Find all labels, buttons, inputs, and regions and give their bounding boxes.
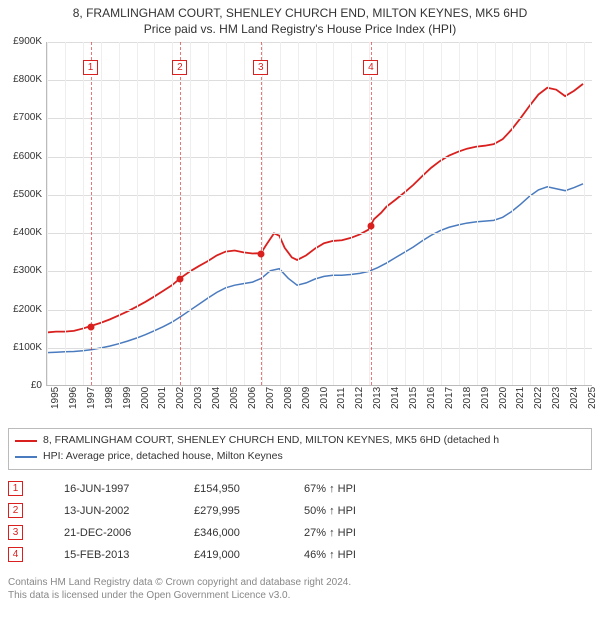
sale-marker-box: 2 <box>172 60 187 75</box>
x-axis-label: 2005 <box>229 387 240 409</box>
row-price: £279,995 <box>194 505 304 517</box>
sale-marker-dot <box>258 250 265 257</box>
sale-marker-line <box>91 42 92 385</box>
sale-marker-box: 1 <box>83 60 98 75</box>
x-axis-label: 1999 <box>122 387 133 409</box>
row-pct-vs-hpi: 50% ↑ HPI <box>304 505 424 517</box>
x-axis-label: 2014 <box>390 387 401 409</box>
table-row: 1 16-JUN-1997£154,95067% ↑ HPI <box>8 478 592 500</box>
x-axis-label: 2008 <box>283 387 294 409</box>
table-row: 3 21-DEC-2006£346,00027% ↑ HPI <box>8 522 592 544</box>
row-pct-vs-hpi: 27% ↑ HPI <box>304 527 424 539</box>
title-line-1: 8, FRAMLINGHAM COURT, SHENLEY CHURCH END… <box>8 6 592 20</box>
footer-line-1: Contains HM Land Registry data © Crown c… <box>8 576 592 590</box>
x-axis-label: 2002 <box>175 387 186 409</box>
row-date: 16-JUN-1997 <box>64 483 194 495</box>
footer-line-2: This data is licensed under the Open Gov… <box>8 589 592 603</box>
footer: Contains HM Land Registry data © Crown c… <box>8 576 592 603</box>
row-marker-box: 3 <box>8 525 23 540</box>
row-pct-vs-hpi: 46% ↑ HPI <box>304 549 424 561</box>
transactions-table: 1 16-JUN-1997£154,95067% ↑ HPI 2 13-JUN-200… <box>8 478 592 566</box>
x-axis-label: 1996 <box>68 387 79 409</box>
sale-marker-line <box>180 42 181 385</box>
row-marker-box: 2 <box>8 503 23 518</box>
y-axis-label: £900K <box>8 36 42 47</box>
legend-row: 8, FRAMLINGHAM COURT, SHENLEY CHURCH END… <box>15 433 585 449</box>
y-axis-label: £200K <box>8 304 42 315</box>
y-axis-label: £400K <box>8 227 42 238</box>
row-date: 21-DEC-2006 <box>64 527 194 539</box>
x-axis-label: 2006 <box>247 387 258 409</box>
plot-area: 1 2 3 4 <box>46 42 592 386</box>
chart-lines <box>47 42 592 385</box>
x-axis-label: 1997 <box>86 387 97 409</box>
x-axis-label: 2009 <box>301 387 312 409</box>
sale-marker-line <box>371 42 372 385</box>
sale-marker-box: 3 <box>253 60 268 75</box>
x-axis-label: 2024 <box>569 387 580 409</box>
x-axis-label: 2015 <box>408 387 419 409</box>
x-axis-label: 2007 <box>265 387 276 409</box>
legend-label: 8, FRAMLINGHAM COURT, SHENLEY CHURCH END… <box>43 433 499 449</box>
x-axis-label: 2018 <box>462 387 473 409</box>
y-axis-label: £700K <box>8 112 42 123</box>
y-axis-label: £600K <box>8 151 42 162</box>
table-row: 2 13-JUN-2002£279,99550% ↑ HPI <box>8 500 592 522</box>
title-line-2: Price paid vs. HM Land Registry's House … <box>8 22 592 36</box>
y-axis-label: £800K <box>8 74 42 85</box>
row-price: £419,000 <box>194 549 304 561</box>
row-marker-box: 4 <box>8 547 23 562</box>
price-chart: 1 2 3 4 £0 £100K £200K £300K £400K £500K £600K £70… <box>8 42 592 422</box>
sale-marker-dot <box>368 222 375 229</box>
x-axis-label: 2023 <box>551 387 562 409</box>
x-axis-label: 2011 <box>336 387 347 409</box>
x-axis-label: 2022 <box>533 387 544 409</box>
x-axis-label: 2019 <box>480 387 491 409</box>
x-axis-label: 2016 <box>426 387 437 409</box>
legend-label: HPI: Average price, detached house, Milt… <box>43 449 283 465</box>
y-axis-label: £0 <box>8 380 42 391</box>
y-axis-label: £100K <box>8 342 42 353</box>
x-axis-label: 2001 <box>157 387 168 409</box>
row-price: £154,950 <box>194 483 304 495</box>
row-marker-box: 1 <box>8 481 23 496</box>
legend-swatch <box>15 440 37 442</box>
x-axis-label: 2013 <box>372 387 383 409</box>
x-axis-label: 2010 <box>319 387 330 409</box>
x-axis-label: 2025 <box>587 387 598 409</box>
x-axis-label: 1998 <box>104 387 115 409</box>
legend-row: HPI: Average price, detached house, Milt… <box>15 449 585 465</box>
x-axis-label: 2003 <box>193 387 204 409</box>
legend: 8, FRAMLINGHAM COURT, SHENLEY CHURCH END… <box>8 428 592 470</box>
legend-swatch <box>15 456 37 458</box>
x-axis-label: 2020 <box>498 387 509 409</box>
x-axis-label: 2021 <box>515 387 526 409</box>
sale-marker-line <box>261 42 262 385</box>
x-axis-label: 2012 <box>354 387 365 409</box>
sale-marker-box: 4 <box>363 60 378 75</box>
row-price: £346,000 <box>194 527 304 539</box>
sale-marker-dot <box>88 323 95 330</box>
y-axis-label: £300K <box>8 265 42 276</box>
table-row: 4 15-FEB-2013£419,00046% ↑ HPI <box>8 544 592 566</box>
row-date: 15-FEB-2013 <box>64 549 194 561</box>
x-axis-label: 2004 <box>211 387 222 409</box>
x-axis-label: 1995 <box>50 387 61 409</box>
y-axis-label: £500K <box>8 189 42 200</box>
row-date: 13-JUN-2002 <box>64 505 194 517</box>
row-pct-vs-hpi: 67% ↑ HPI <box>304 483 424 495</box>
x-axis-label: 2017 <box>444 387 455 409</box>
sale-marker-dot <box>177 275 184 282</box>
x-axis-label: 2000 <box>140 387 151 409</box>
